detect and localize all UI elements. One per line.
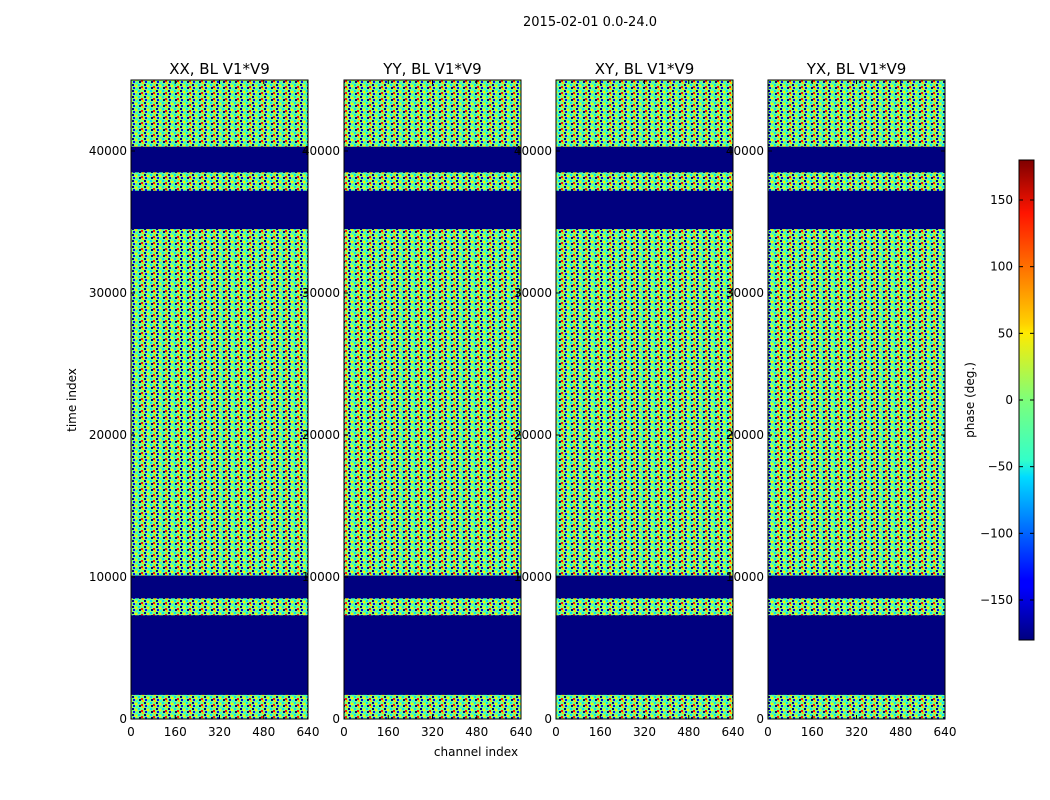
masked-band bbox=[556, 190, 733, 230]
masked-band bbox=[344, 190, 521, 230]
x-tick-label: 0 bbox=[552, 725, 560, 739]
colorbar-label: phase (deg.) bbox=[963, 362, 977, 438]
panel-1: XX, BL V1*V9 0 160 320 480 640 0 10000 20000 3000… bbox=[89, 60, 320, 739]
y-tick-label: 40000 bbox=[302, 144, 340, 158]
x-axis-label: channel index bbox=[434, 745, 518, 759]
panel-title: YY, BL V1*V9 bbox=[382, 60, 481, 78]
colorbar-tick-label: −100 bbox=[980, 526, 1013, 540]
y-tick-label: 20000 bbox=[302, 428, 340, 442]
y-tick-label: 20000 bbox=[514, 428, 552, 442]
y-tick-label: 40000 bbox=[514, 144, 552, 158]
y-tick-label: 30000 bbox=[89, 286, 127, 300]
masked-band bbox=[768, 190, 945, 230]
x-tick-label: 320 bbox=[633, 725, 656, 739]
masked-band bbox=[768, 146, 945, 173]
masked-band bbox=[344, 615, 521, 695]
figure-suptitle: 2015-02-01 0.0-24.0 bbox=[523, 15, 657, 30]
x-tick-label: 160 bbox=[377, 725, 400, 739]
y-tick-label: 30000 bbox=[726, 286, 764, 300]
y-tick-label: 0 bbox=[544, 712, 552, 726]
masked-band bbox=[131, 615, 308, 695]
colorbar-tick-label: −150 bbox=[980, 593, 1013, 607]
masked-band bbox=[131, 146, 308, 173]
colorbar-ticks: −150 −100 −50 0 50 100 150 bbox=[980, 193, 1034, 607]
y-tick-label: 40000 bbox=[726, 144, 764, 158]
x-tick-label: 640 bbox=[297, 725, 320, 739]
heatmap-field bbox=[556, 80, 733, 719]
masked-band bbox=[344, 146, 521, 173]
x-tick-label: 0 bbox=[340, 725, 348, 739]
y-tick-label: 10000 bbox=[89, 570, 127, 584]
x-tick-label: 320 bbox=[845, 725, 868, 739]
colorbar-tick-label: 50 bbox=[998, 326, 1013, 340]
heatmap-field bbox=[344, 80, 521, 719]
x-tick-label: 0 bbox=[764, 725, 772, 739]
masked-band bbox=[768, 615, 945, 695]
x-tick-label: 480 bbox=[677, 725, 700, 739]
panels-layer: XX, BL V1*V9 0 160 320 480 640 0 10000 20000 3000… bbox=[89, 60, 957, 739]
y-tick-label: 0 bbox=[332, 712, 340, 726]
masked-band bbox=[556, 146, 733, 173]
x-tick-label: 160 bbox=[589, 725, 612, 739]
masked-band bbox=[768, 575, 945, 599]
y-tick-label: 0 bbox=[756, 712, 764, 726]
colorbar: −150 −100 −50 0 50 100 150 phase (deg.) bbox=[963, 159, 1035, 641]
x-tick-label: 160 bbox=[164, 725, 187, 739]
x-tick-label: 640 bbox=[722, 725, 745, 739]
y-tick-label: 20000 bbox=[89, 428, 127, 442]
x-tick-label: 640 bbox=[510, 725, 533, 739]
x-tick-label: 320 bbox=[421, 725, 444, 739]
masked-band bbox=[131, 190, 308, 230]
heatmap-field bbox=[768, 80, 945, 719]
x-tick-label: 640 bbox=[934, 725, 957, 739]
y-tick-label: 10000 bbox=[514, 570, 552, 584]
heatmap-field bbox=[131, 80, 308, 719]
panel-title: XX, BL V1*V9 bbox=[169, 60, 270, 78]
panel-4: YX, BL V1*V9 0 160 320 480 640 0 10000 20000 3000… bbox=[726, 60, 957, 739]
masked-band bbox=[556, 575, 733, 599]
panel-3: XY, BL V1*V9 0 160 320 480 640 0 10000 20000 3000… bbox=[514, 60, 745, 739]
masked-band bbox=[131, 575, 308, 599]
panel-title: YX, BL V1*V9 bbox=[806, 60, 907, 78]
y-tick-label: 10000 bbox=[302, 570, 340, 584]
x-tick-label: 320 bbox=[208, 725, 231, 739]
x-tick-label: 0 bbox=[127, 725, 135, 739]
y-tick-label: 20000 bbox=[726, 428, 764, 442]
y-axis-label: time index bbox=[65, 368, 79, 432]
y-tick-label: 30000 bbox=[514, 286, 552, 300]
y-tick-label: 0 bbox=[119, 712, 127, 726]
colorbar-tick-label: 150 bbox=[990, 193, 1013, 207]
colorbar-tick-label: 100 bbox=[990, 260, 1013, 274]
x-tick-label: 480 bbox=[465, 725, 488, 739]
colorbar-tick-label: 0 bbox=[1005, 393, 1013, 407]
panel-2: YY, BL V1*V9 0 160 320 480 640 0 10000 20000 3000… bbox=[302, 60, 533, 739]
masked-band bbox=[556, 615, 733, 695]
colorbar-tick-label: −50 bbox=[988, 460, 1013, 474]
x-tick-label: 160 bbox=[801, 725, 824, 739]
x-tick-label: 480 bbox=[889, 725, 912, 739]
y-tick-label: 30000 bbox=[302, 286, 340, 300]
masked-band bbox=[344, 575, 521, 599]
x-tick-label: 480 bbox=[252, 725, 275, 739]
y-tick-label: 40000 bbox=[89, 144, 127, 158]
y-tick-label: 10000 bbox=[726, 570, 764, 584]
panel-title: XY, BL V1*V9 bbox=[595, 60, 695, 78]
